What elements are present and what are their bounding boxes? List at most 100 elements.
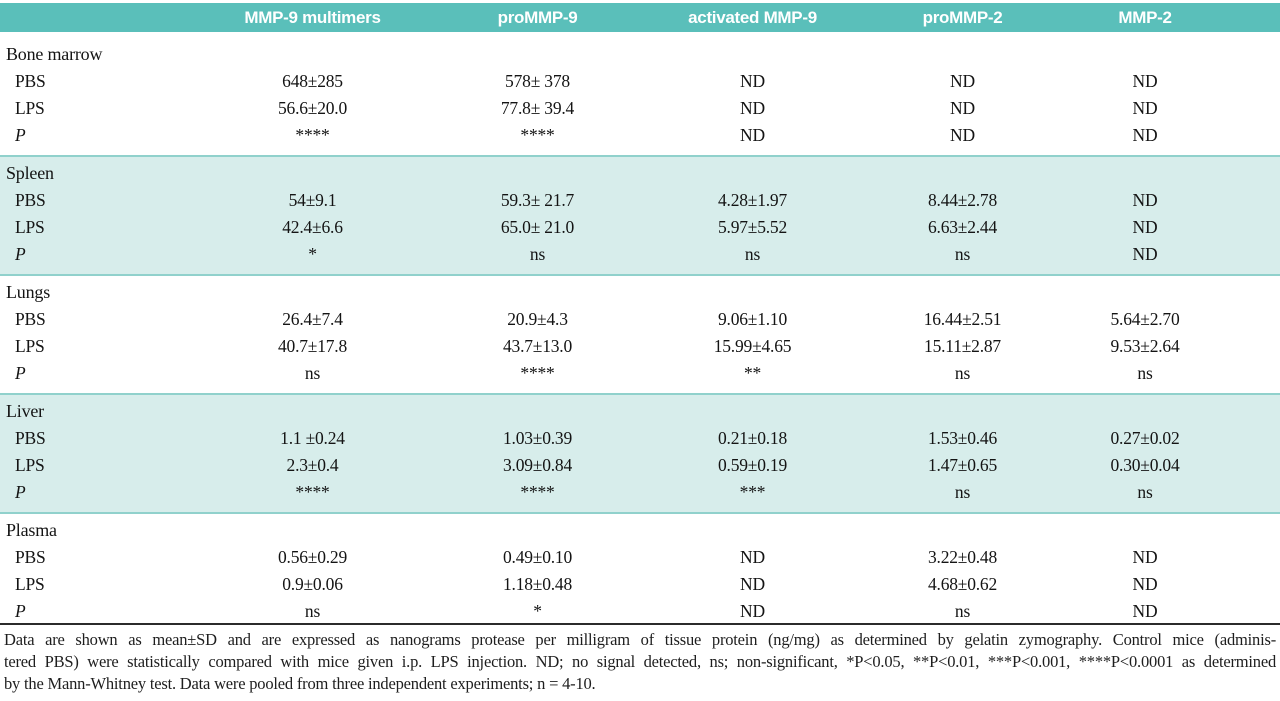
value-cell: *** (739, 482, 766, 502)
value-cell: 3.09±0.84 (502, 455, 573, 475)
table-row: P **** **** ND ND ND (0, 122, 1280, 149)
value-cell: 16.44±2.51 (923, 309, 1002, 329)
value-cell: ND (740, 574, 765, 594)
value-cell: ND (1132, 71, 1158, 91)
column-header-prommp2: proMMP-2 (922, 7, 1003, 27)
footnote-line-3: by the Mann-Whitney test. Data were pool… (4, 674, 596, 693)
table-row: LPS 40.7±17.8 43.7±13.0 15.99±4.65 15.11±2.8… (0, 333, 1280, 360)
value-cell: 3.22±0.48 (927, 547, 998, 567)
row-label: LPS (15, 455, 45, 475)
section-liver: Liver PBS 1.1 ±0.24 1.03±0.39 0.21±0.18 1.53±… (0, 393, 1280, 514)
value-cell: 77.8± 39.4 (500, 98, 575, 118)
table-header-row: MMP-9 multimers proMMP-9 activated MMP-9… (0, 3, 1280, 32)
section-plasma: Plasma PBS 0.56±0.29 0.49±0.10 ND 3.22±0.48 ND… (0, 514, 1280, 631)
table-row: LPS 2.3±0.4 3.09±0.84 0.59±0.19 1.47±0.65 0.3… (0, 452, 1280, 479)
footnote-line-1: Data are shown as mean±SD and are expres… (4, 630, 1276, 649)
table-row: P **** **** *** ns ns (0, 479, 1280, 506)
column-header-prommp9: proMMP-9 (497, 7, 578, 27)
value-cell: **** (520, 482, 555, 502)
row-label: LPS (15, 98, 45, 118)
value-cell: 43.7±13.0 (502, 336, 573, 356)
section-spleen: Spleen PBS 54±9.1 59.3± 21.7 4.28±1.97 8.44±2… (0, 155, 1280, 276)
value-cell: 1.1 ±0.24 (280, 428, 345, 448)
table-row: LPS 56.6±20.0 77.8± 39.4 ND ND ND (0, 95, 1280, 122)
value-cell: 1.18±0.48 (502, 574, 573, 594)
value-cell: 1.03±0.39 (502, 428, 573, 448)
value-cell: ND (1132, 98, 1158, 118)
value-cell: 5.97±5.52 (717, 217, 788, 237)
table-row: LPS 0.9±0.06 1.18±0.48 ND 4.68±0.62 ND (0, 571, 1280, 598)
value-cell: 42.4±6.6 (282, 217, 343, 237)
value-cell: ns (304, 601, 321, 621)
row-label: PBS (15, 71, 46, 91)
value-cell: **** (295, 125, 330, 145)
value-cell: ns (744, 244, 761, 264)
row-label: P (15, 482, 26, 502)
table-row: PBS 0.56±0.29 0.49±0.10 ND 3.22±0.48 ND (0, 544, 1280, 571)
row-label: LPS (15, 336, 45, 356)
table-row: PBS 54±9.1 59.3± 21.7 4.28±1.97 8.44±2.78 ND (0, 187, 1280, 214)
section-title-row: Liver (0, 398, 1280, 425)
value-cell: ND (740, 125, 765, 145)
value-cell: 54±9.1 (288, 190, 337, 210)
value-cell: **** (520, 363, 555, 383)
value-cell: 15.11±2.87 (924, 336, 1001, 356)
section-bone-marrow: Bone marrow PBS 648±285 578± 378 ND ND ND LPS 56… (0, 38, 1280, 155)
value-cell: ND (1132, 244, 1158, 264)
row-label: P (15, 244, 26, 264)
value-cell: 8.44±2.78 (927, 190, 998, 210)
value-cell: ND (950, 125, 975, 145)
value-cell: ** (743, 363, 762, 383)
value-cell: 9.06±1.10 (717, 309, 788, 329)
section-lungs: Lungs PBS 26.4±7.4 20.9±4.3 9.06±1.10 16.44±2… (0, 276, 1280, 393)
table-row: PBS 648±285 578± 378 ND ND ND (0, 68, 1280, 95)
value-cell: ND (740, 98, 765, 118)
row-label: P (15, 601, 26, 621)
value-cell: 2.3±0.4 (286, 455, 339, 475)
table-footnote: Data are shown as mean±SD and are expres… (0, 623, 1280, 701)
value-cell: ns (304, 363, 321, 383)
value-cell: 9.53±2.64 (1110, 336, 1180, 356)
section-label: Liver (6, 401, 44, 421)
value-cell: 6.63±2.44 (927, 217, 998, 237)
value-cell: ND (950, 98, 975, 118)
value-cell: ns (1137, 363, 1153, 383)
value-cell: 578± 378 (505, 71, 570, 91)
table-row: PBS 26.4±7.4 20.9±4.3 9.06±1.10 16.44±2.51 5.… (0, 306, 1280, 333)
value-cell: 0.56±0.29 (277, 547, 348, 567)
row-label: PBS (15, 428, 46, 448)
row-label: LPS (15, 574, 45, 594)
row-label: PBS (15, 190, 46, 210)
section-title-row: Spleen (0, 160, 1280, 187)
table-body: Bone marrow PBS 648±285 578± 378 ND ND ND LPS 56… (0, 38, 1280, 631)
value-cell: 15.99±4.65 (713, 336, 792, 356)
table-row: LPS 42.4±6.6 65.0± 21.0 5.97±5.52 6.63±2.44 N… (0, 214, 1280, 241)
value-cell: 65.0± 21.0 (500, 217, 575, 237)
value-cell: ND (740, 547, 765, 567)
value-cell: ns (954, 601, 971, 621)
table-row: P * ns ns ns ND (0, 241, 1280, 268)
value-cell: ND (740, 71, 765, 91)
value-cell: 20.9±4.3 (507, 309, 568, 329)
value-cell: ND (740, 601, 765, 621)
value-cell: 4.68±0.62 (927, 574, 998, 594)
value-cell: 0.59±0.19 (717, 455, 788, 475)
row-label: LPS (15, 217, 45, 237)
value-cell: 0.49±0.10 (502, 547, 573, 567)
value-cell: ns (954, 363, 971, 383)
section-title-row: Bone marrow (0, 41, 1280, 68)
value-cell: ND (1132, 601, 1158, 621)
column-header-activated-mmp9: activated MMP-9 (688, 7, 817, 27)
value-cell: 59.3± 21.7 (500, 190, 575, 210)
value-cell: **** (295, 482, 330, 502)
value-cell: 0.27±0.02 (1110, 428, 1180, 448)
value-cell: ns (1137, 482, 1153, 502)
footnote-line-2: tered PBS) were statistically compared w… (4, 652, 1276, 671)
value-cell: 0.21±0.18 (717, 428, 788, 448)
column-header-mmp2: MMP-2 (1118, 7, 1172, 27)
value-cell: ND (950, 71, 975, 91)
value-cell: 4.28±1.97 (717, 190, 788, 210)
